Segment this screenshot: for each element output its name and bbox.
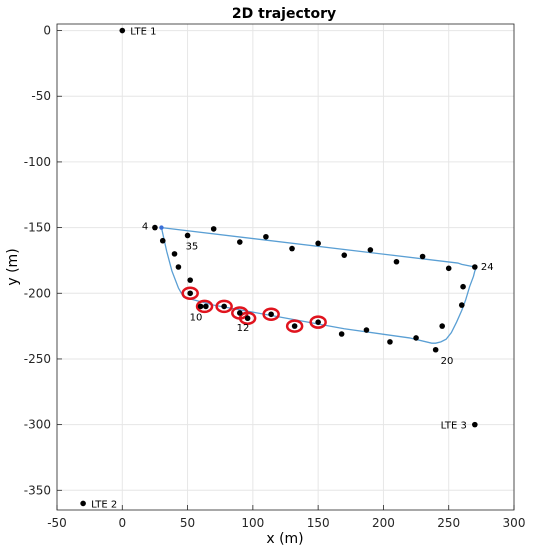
plot-area (57, 24, 514, 510)
y-tick-label: 0 (43, 24, 51, 38)
highlighted-point (195, 299, 214, 314)
trajectory-point (221, 303, 227, 310)
y-tick-label: -100 (24, 155, 51, 169)
y-axis-ticks: 0 -50 -100 -150 -200 -250 -300 -350 (24, 24, 62, 497)
trajectory-point (338, 331, 345, 337)
point-labels: 4 35 24 10 12 20 (142, 222, 494, 367)
lte-anchor-point (472, 421, 478, 428)
trajectory-point (237, 239, 243, 245)
point-label: 35 (186, 241, 199, 252)
trajectory-point (187, 277, 193, 283)
trajectory-point (244, 315, 251, 322)
x-tick-label: 200 (372, 516, 395, 530)
trajectory-point (341, 252, 348, 258)
trajectory-point (315, 319, 321, 325)
x-tick-label: 150 (307, 516, 330, 530)
x-tick-label: 250 (437, 516, 460, 530)
trajectory-point (187, 290, 193, 297)
point-label: 4 (142, 222, 148, 233)
x-axis-ticks: -50 0 50 100 150 200 250 300 (47, 505, 525, 530)
y-axis-label: y (m) (5, 248, 21, 285)
lte-anchor-point (80, 500, 86, 507)
trajectory-point (432, 346, 439, 353)
x-tick-label: 300 (503, 516, 526, 530)
start-point (159, 225, 164, 230)
trajectory-point (393, 258, 400, 265)
trajectory-point (268, 311, 274, 318)
trajectory-point (439, 323, 445, 329)
trajectory-point (291, 323, 298, 329)
trajectory-point (159, 237, 166, 244)
lte-anchor-point (119, 27, 126, 34)
highlighted-point (215, 299, 233, 314)
trajectory-point (263, 233, 269, 240)
chart-title: 2D trajectory (232, 6, 336, 22)
highlighted-point (285, 319, 304, 333)
grid-lines (56, 24, 515, 510)
trajectory-point (184, 232, 191, 239)
trajectory-point (197, 303, 204, 310)
trajectory-point (458, 302, 465, 308)
trajectory-point (419, 253, 426, 260)
trajectory-point (152, 224, 158, 231)
y-tick-label: -50 (31, 89, 51, 103)
trajectory-point (289, 245, 295, 252)
trajectory-point (460, 283, 466, 290)
lte-anchor-label: LTE 2 (91, 499, 117, 510)
trajectory-point (315, 240, 321, 247)
trajectory-point (445, 265, 452, 272)
y-tick-label: -200 (24, 286, 51, 300)
trajectory-point (203, 303, 209, 310)
data-series (152, 224, 478, 353)
trajectory-point (472, 264, 478, 270)
y-tick-label: -350 (24, 483, 51, 497)
y-tick-label: -150 (24, 221, 51, 235)
trajectory-point (210, 226, 217, 232)
trajectory-point (413, 335, 419, 341)
point-label: 20 (441, 356, 454, 367)
y-tick-label: -250 (24, 352, 51, 366)
x-axis-label: x (m) (266, 531, 303, 547)
highlighted-point (238, 311, 257, 325)
point-label: 10 (190, 312, 203, 323)
x-tick-label: 50 (180, 516, 195, 530)
point-label: 24 (481, 262, 494, 273)
trajectory-point (367, 247, 374, 253)
highlighted-point (309, 315, 327, 329)
lte-anchor-label: LTE 1 (130, 27, 156, 38)
trajectory-point (175, 264, 182, 270)
trajectory-point (387, 339, 393, 345)
highlighted-point (181, 286, 199, 301)
lte-anchors: LTE 1 LTE 2 LTE 3 (80, 27, 478, 510)
point-label: 12 (237, 323, 250, 334)
highlighted-point (262, 307, 280, 322)
trajectory-point (237, 310, 243, 316)
x-tick-label: -50 (47, 516, 67, 530)
lte-anchor-label: LTE 3 (441, 421, 467, 432)
x-tick-label: 100 (241, 516, 264, 530)
y-tick-label: -300 (24, 418, 51, 432)
plot-frame (56, 23, 515, 511)
x-tick-label: 0 (118, 516, 126, 530)
trajectory-point (171, 251, 178, 257)
trajectory-point (363, 327, 370, 333)
